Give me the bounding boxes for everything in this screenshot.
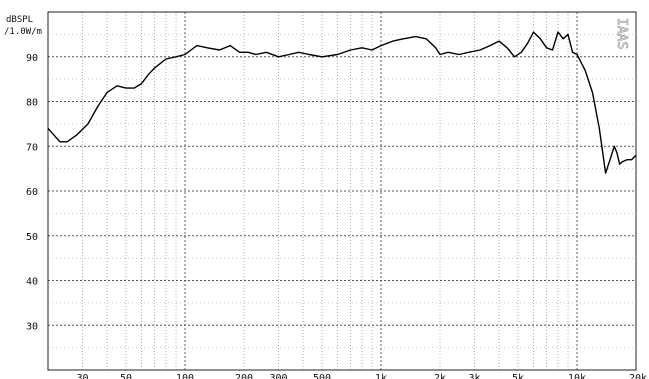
grid <box>48 12 636 370</box>
x-axis-ticks: 30 50 100 200 300 500 1k 2k 3k 5k 10k 20k <box>76 373 647 379</box>
x-tick-label: 200 <box>235 373 253 379</box>
x-tick-label: 500 <box>313 373 331 379</box>
x-tick-label: 50 <box>120 373 132 379</box>
x-tick-label: 2k <box>434 373 446 379</box>
x-tick-label: 1k <box>375 373 387 379</box>
x-tick-label: 300 <box>269 373 287 379</box>
ylabel-line-1: dBSPL <box>6 15 33 25</box>
y-tick-label: 70 <box>26 142 38 153</box>
y-tick-label: 40 <box>26 277 38 288</box>
x-tick-label: 100 <box>176 373 194 379</box>
y-tick-label: 80 <box>26 98 38 109</box>
y-tick-label: 90 <box>26 53 38 64</box>
series-line <box>47 31 637 174</box>
x-tick-label: 30 <box>76 373 88 379</box>
x-tick-label: 3k <box>468 373 480 379</box>
x-tick-label: 5k <box>512 373 524 379</box>
watermark-text: IAAS <box>614 18 629 49</box>
x-tick-label: 20k <box>629 373 647 379</box>
y-axis-ticks: 30 40 50 60 70 80 90 <box>26 53 38 333</box>
x-tick-label: 10k <box>568 373 586 379</box>
y-tick-label: 60 <box>26 187 38 198</box>
y-tick-label: 30 <box>26 321 38 332</box>
ylabel-line-2: /1.0W/m <box>4 27 42 37</box>
y-tick-label: 50 <box>26 232 38 243</box>
plot-frame <box>47 11 637 371</box>
